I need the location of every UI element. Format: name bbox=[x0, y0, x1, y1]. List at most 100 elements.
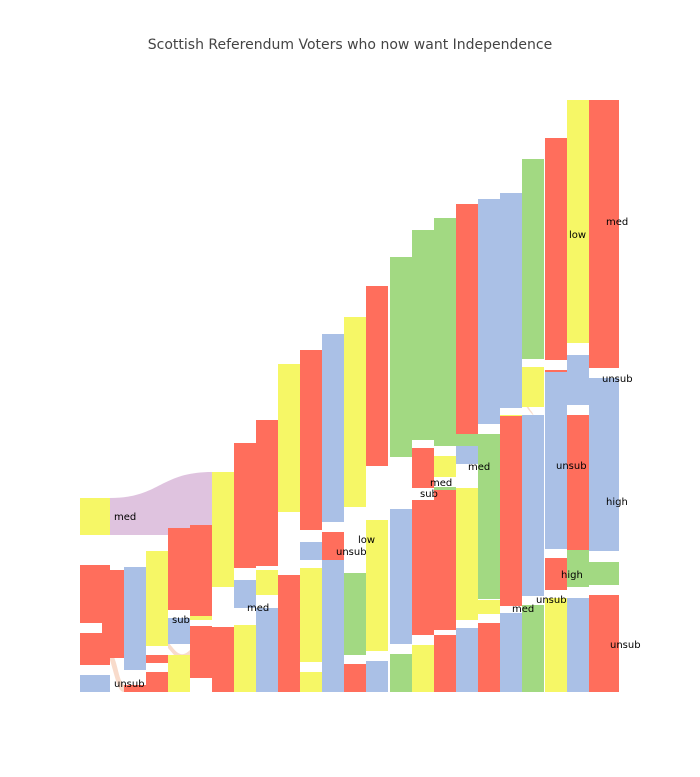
link-med-flow bbox=[110, 472, 212, 535]
node-label-n38: unsub bbox=[536, 595, 567, 606]
node-block-54 bbox=[456, 444, 478, 464]
node-label-n29: med bbox=[430, 478, 452, 489]
chart-title: Scottish Referendum Voters who now want … bbox=[148, 37, 552, 53]
node-n43 bbox=[545, 138, 567, 360]
node-n30 bbox=[412, 230, 434, 440]
node-n13 bbox=[234, 625, 256, 692]
node-block-10 bbox=[300, 672, 322, 692]
node-label-n36: med bbox=[512, 604, 534, 615]
node-n41 bbox=[522, 367, 544, 407]
node-block-31 bbox=[478, 600, 500, 614]
node-block-18 bbox=[478, 623, 500, 692]
node-n21 bbox=[322, 334, 344, 522]
node-n28 bbox=[390, 509, 412, 644]
node-n39 bbox=[500, 416, 522, 606]
node-n16 bbox=[256, 420, 278, 565]
node-n4 bbox=[102, 570, 124, 658]
link-1 bbox=[168, 642, 190, 660]
node-n31 bbox=[434, 456, 456, 476]
node-label-n23: low bbox=[358, 535, 375, 546]
node-n18 bbox=[278, 575, 300, 692]
node-label-n27: sub bbox=[420, 489, 438, 500]
node-n38 bbox=[500, 193, 522, 408]
node-n29 bbox=[412, 448, 434, 488]
node-n32 bbox=[434, 490, 456, 630]
node-label-n40: high bbox=[561, 570, 583, 581]
node-label-n4: unsub bbox=[114, 679, 145, 690]
node-label-n39: unsub bbox=[556, 461, 587, 472]
node-block-2 bbox=[146, 655, 168, 663]
node-label-n15: med bbox=[247, 603, 269, 614]
node-n34 bbox=[456, 204, 478, 434]
node-block-5 bbox=[212, 627, 234, 692]
node-n11 bbox=[190, 626, 212, 678]
node-n25 bbox=[366, 286, 388, 466]
node-block-37 bbox=[434, 218, 456, 446]
node-block-1 bbox=[146, 672, 168, 692]
node-n26 bbox=[366, 521, 388, 651]
node-n27 bbox=[390, 257, 412, 457]
node-block-20 bbox=[522, 605, 544, 692]
node-n8 bbox=[168, 528, 190, 610]
node-block-47 bbox=[300, 542, 322, 560]
node-n20 bbox=[300, 350, 322, 530]
node-med-highlight bbox=[80, 498, 110, 535]
node-block-29 bbox=[589, 562, 619, 585]
node-n17 bbox=[278, 364, 300, 512]
node-block-30 bbox=[545, 558, 567, 590]
node-block-21 bbox=[545, 598, 567, 692]
labels-layer: medunsubsubmedunsublowsubmedmedmedunsubu… bbox=[114, 217, 641, 690]
node-label-n43: med bbox=[606, 217, 628, 228]
node-block-26 bbox=[567, 355, 589, 405]
node-n40 bbox=[522, 159, 544, 359]
node-n19 bbox=[300, 568, 322, 662]
node-block-25 bbox=[589, 100, 619, 368]
node-block-19 bbox=[500, 613, 522, 692]
node-block-16 bbox=[434, 635, 456, 692]
node-block-35 bbox=[412, 500, 434, 635]
node-block-12 bbox=[344, 664, 366, 692]
node-label-n31: med bbox=[468, 462, 490, 473]
node-n23 bbox=[344, 317, 366, 507]
node-n24 bbox=[344, 573, 366, 655]
node-n7 bbox=[168, 618, 190, 644]
node-label-n42: unsub bbox=[602, 374, 633, 385]
node-label-med0: med bbox=[114, 512, 136, 523]
node-n15 bbox=[256, 608, 278, 692]
node-label-n45: unsub bbox=[610, 640, 641, 651]
node-label-n41: low bbox=[569, 230, 586, 241]
node-label-n44: high bbox=[606, 497, 628, 508]
node-label-n21: unsub bbox=[336, 547, 367, 558]
node-n36 bbox=[478, 199, 500, 424]
node-n45 bbox=[567, 415, 589, 550]
node-n9 bbox=[168, 655, 190, 692]
node-n14 bbox=[234, 443, 256, 568]
node-n22 bbox=[322, 560, 344, 692]
node-n5 bbox=[124, 567, 146, 670]
node-n35 bbox=[456, 488, 478, 620]
node-block-23 bbox=[589, 595, 619, 692]
node-n12 bbox=[212, 472, 234, 587]
node-label-n7: sub bbox=[172, 615, 190, 626]
link-0 bbox=[110, 650, 124, 692]
node-n37 bbox=[478, 434, 500, 599]
node-block-14 bbox=[390, 654, 412, 692]
node-block-22 bbox=[567, 598, 589, 692]
node-block-48 bbox=[322, 532, 344, 560]
node-block-15 bbox=[412, 645, 434, 692]
node-n3 bbox=[80, 675, 110, 692]
node-block-0 bbox=[124, 685, 146, 692]
node-n44 bbox=[545, 372, 567, 549]
node-block-24 bbox=[567, 100, 589, 343]
node-block-27 bbox=[589, 378, 619, 551]
node-block-8 bbox=[256, 570, 278, 595]
node-block-7 bbox=[234, 580, 256, 608]
node-block-13 bbox=[366, 661, 388, 692]
node-n42 bbox=[522, 415, 544, 595]
nodes-layer bbox=[80, 100, 619, 692]
node-n6 bbox=[146, 551, 168, 646]
node-block-17 bbox=[456, 628, 478, 692]
node-n10 bbox=[190, 525, 212, 616]
